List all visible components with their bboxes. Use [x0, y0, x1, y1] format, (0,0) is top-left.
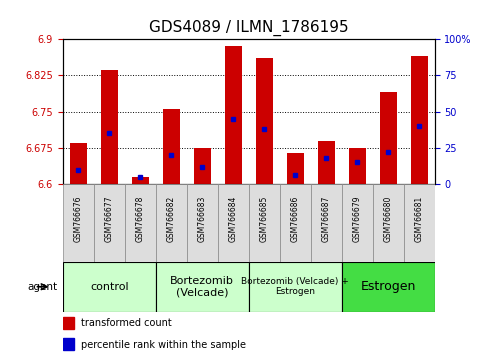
Bar: [132, 177, 149, 184]
Bar: [249, 262, 342, 312]
Bar: [404, 184, 435, 262]
Bar: [342, 262, 435, 312]
Bar: [225, 46, 242, 184]
Text: GSM766677: GSM766677: [105, 196, 114, 242]
Bar: [63, 338, 74, 350]
Text: Bortezomib (Velcade) +
Estrogen: Bortezomib (Velcade) + Estrogen: [242, 277, 349, 296]
Text: GSM766678: GSM766678: [136, 196, 145, 242]
Text: transformed count: transformed count: [81, 318, 172, 329]
Text: GSM766685: GSM766685: [260, 196, 269, 242]
Text: GSM766681: GSM766681: [415, 196, 424, 242]
Text: GSM766679: GSM766679: [353, 196, 362, 242]
Bar: [373, 184, 404, 262]
Text: GSM766684: GSM766684: [229, 196, 238, 242]
Bar: [101, 70, 118, 184]
Text: GSM766676: GSM766676: [74, 196, 83, 242]
Bar: [125, 184, 156, 262]
Bar: [156, 184, 187, 262]
Text: agent: agent: [28, 282, 58, 292]
Bar: [163, 109, 180, 184]
Bar: [256, 58, 273, 184]
Bar: [187, 184, 218, 262]
Bar: [156, 262, 249, 312]
Bar: [287, 153, 304, 184]
Bar: [63, 316, 74, 329]
Bar: [94, 184, 125, 262]
Bar: [63, 184, 94, 262]
Text: percentile rank within the sample: percentile rank within the sample: [81, 339, 246, 350]
Text: GSM766682: GSM766682: [167, 196, 176, 242]
Bar: [218, 184, 249, 262]
Bar: [194, 148, 211, 184]
Title: GDS4089 / ILMN_1786195: GDS4089 / ILMN_1786195: [149, 20, 349, 36]
Bar: [380, 92, 397, 184]
Text: Bortezomib
(Velcade): Bortezomib (Velcade): [170, 276, 234, 298]
Text: GSM766683: GSM766683: [198, 196, 207, 242]
Bar: [249, 184, 280, 262]
Text: GSM766680: GSM766680: [384, 196, 393, 242]
Bar: [280, 184, 311, 262]
Bar: [342, 184, 373, 262]
Bar: [411, 56, 428, 184]
Bar: [70, 143, 87, 184]
Bar: [311, 184, 342, 262]
Text: GSM766687: GSM766687: [322, 196, 331, 242]
Text: Estrogen: Estrogen: [360, 280, 416, 293]
Bar: [349, 148, 366, 184]
Bar: [318, 141, 335, 184]
Text: control: control: [90, 282, 128, 292]
Text: GSM766686: GSM766686: [291, 196, 300, 242]
Bar: [63, 262, 156, 312]
